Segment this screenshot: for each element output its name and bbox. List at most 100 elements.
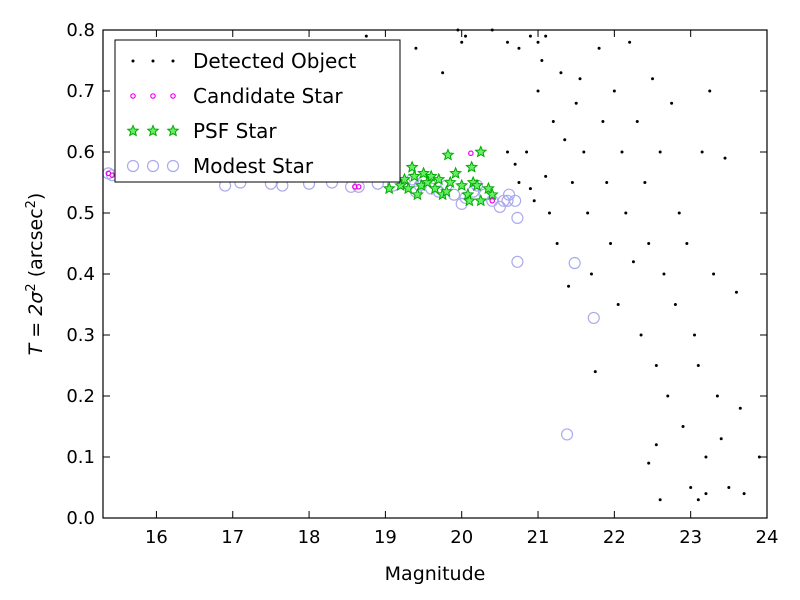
detected-object-point bbox=[460, 40, 464, 44]
x-tick-label: 20 bbox=[450, 527, 473, 548]
legend-marker-candidate-star bbox=[130, 93, 136, 99]
y-tick-label: 0.0 bbox=[66, 508, 95, 529]
detected-object-point bbox=[734, 290, 738, 294]
legend-marker-modest-star bbox=[146, 159, 160, 173]
detected-object-point bbox=[692, 333, 696, 337]
candidate-star-point bbox=[489, 198, 496, 204]
detected-object-point bbox=[578, 77, 582, 81]
axis-ticks: 16 17 18 19 20 21 22 23 24 0.0 0.1 0.2 0.3 0.4 0.5 0.6 0… bbox=[66, 20, 778, 548]
detected-object-point bbox=[658, 498, 662, 502]
legend-marker-candidate-star bbox=[150, 93, 156, 99]
x-tick-label: 18 bbox=[298, 527, 321, 548]
y-tick-label: 0.7 bbox=[66, 81, 95, 102]
psf-star-point bbox=[485, 187, 499, 201]
detected-object-point bbox=[628, 40, 632, 44]
modest-star-point bbox=[501, 194, 514, 207]
detected-object-point bbox=[670, 101, 674, 105]
psf-star-point bbox=[443, 175, 457, 189]
detected-object-point bbox=[601, 120, 605, 123]
legend-label-modest-star: Modest Star bbox=[193, 154, 314, 178]
psf-star-point bbox=[441, 148, 455, 161]
detected-object-point bbox=[620, 150, 624, 154]
legend-marker-detected-object bbox=[131, 59, 135, 63]
detected-object-point bbox=[696, 498, 700, 502]
detected-object-point bbox=[441, 71, 445, 75]
legend-marker-modest-star bbox=[166, 159, 180, 173]
modest-star-point bbox=[511, 211, 524, 224]
detected-object-point bbox=[738, 406, 742, 410]
legend-marker-modest-star bbox=[126, 159, 140, 173]
detected-object-point bbox=[506, 40, 510, 44]
y-tick-label: 0.8 bbox=[66, 20, 95, 41]
modest-star-point bbox=[511, 255, 524, 268]
y-tick-label: 0.4 bbox=[66, 264, 95, 285]
detected-object-point bbox=[559, 71, 563, 75]
x-tick-label: 16 bbox=[145, 527, 168, 548]
psf-star-point bbox=[407, 169, 421, 182]
y-axis-label: T = 2σ2 (arcsec2) bbox=[24, 193, 48, 356]
detected-object-point bbox=[528, 34, 532, 38]
detected-object-point bbox=[525, 150, 529, 154]
legend-label-candidate-star: Candidate Star bbox=[193, 84, 343, 108]
plot-area bbox=[102, 28, 761, 502]
psf-star-point bbox=[428, 181, 442, 195]
detected-object-point bbox=[589, 272, 593, 276]
detected-object-point bbox=[544, 174, 548, 178]
detected-object-point bbox=[540, 59, 544, 62]
psf-star-point bbox=[449, 166, 463, 179]
detected-object-point bbox=[567, 284, 571, 288]
candidate-star-point bbox=[468, 150, 474, 157]
modest-star-point bbox=[502, 188, 516, 201]
detected-object-point bbox=[643, 181, 647, 184]
detected-object-point bbox=[414, 46, 418, 50]
detected-object-point bbox=[673, 303, 677, 306]
detected-object-point bbox=[612, 89, 616, 93]
psf-star-point bbox=[481, 181, 495, 195]
legend-marker-detected-object bbox=[151, 59, 155, 63]
detected-object-point bbox=[555, 242, 559, 245]
detected-object-point bbox=[528, 187, 532, 191]
detected-object-point bbox=[662, 272, 666, 276]
detected-object-point bbox=[597, 46, 601, 50]
detected-object-point bbox=[704, 492, 708, 496]
x-tick-label: 24 bbox=[756, 527, 779, 548]
detected-object-point bbox=[654, 364, 658, 367]
detected-object-point bbox=[517, 181, 521, 184]
detected-object-point bbox=[593, 370, 597, 374]
x-tick-label: 19 bbox=[374, 527, 397, 548]
detected-object-point bbox=[712, 272, 716, 276]
y-tick-label: 0.6 bbox=[66, 142, 95, 163]
candidate-star-point bbox=[109, 172, 115, 178]
legend: Detected Object Candidate Star PSF Star Mod… bbox=[114, 39, 401, 183]
detected-object-point bbox=[727, 486, 731, 489]
modest-star-point bbox=[568, 256, 581, 270]
psf-star-point bbox=[474, 193, 488, 207]
detected-object-point bbox=[547, 211, 551, 215]
detected-object-point bbox=[757, 455, 761, 459]
detected-object-point bbox=[517, 46, 521, 50]
modest-star-point bbox=[352, 180, 365, 193]
x-tick-label: 17 bbox=[221, 527, 244, 548]
psf-star-point bbox=[420, 175, 434, 189]
detected-object-point bbox=[708, 89, 712, 93]
detected-object-point bbox=[624, 211, 628, 215]
detected-object-point bbox=[666, 394, 670, 398]
detected-object-point bbox=[696, 364, 700, 367]
detected-object-point bbox=[742, 492, 746, 496]
legend-label-detected-object: Detected Object bbox=[193, 49, 356, 73]
detected-object-point bbox=[647, 242, 651, 245]
legend-marker-psf-star bbox=[166, 124, 180, 137]
detected-object-point bbox=[582, 150, 586, 154]
detected-object-point bbox=[586, 211, 590, 215]
psf-star-point bbox=[470, 178, 484, 192]
legend-marker-psf-star bbox=[146, 124, 160, 137]
psf-star-point bbox=[465, 160, 479, 173]
modest-star-point bbox=[560, 428, 574, 441]
detected-object-point bbox=[609, 242, 613, 245]
detected-object-point bbox=[715, 394, 719, 398]
y-tick-label: 0.1 bbox=[66, 447, 95, 468]
detected-object-point bbox=[551, 120, 555, 123]
detected-object-point bbox=[647, 461, 651, 465]
legend-marker-candidate-star bbox=[170, 93, 176, 99]
